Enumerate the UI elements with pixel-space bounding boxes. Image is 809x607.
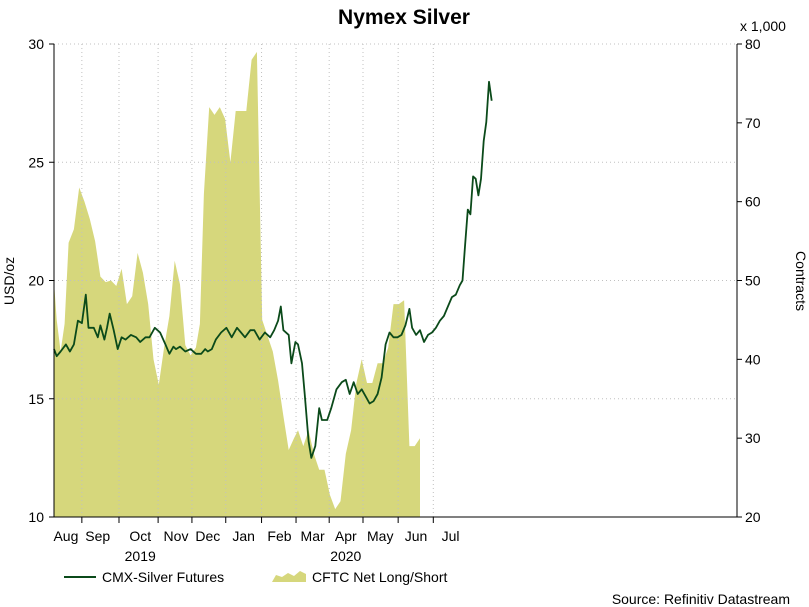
x-tick-label-month: Jun [405,528,428,544]
x-tick-label-month: May [367,528,393,544]
right-tick-label: 30 [745,430,761,446]
left-tick-label: 10 [28,509,44,525]
x-tick-label-month: Jul [442,528,460,544]
legend-label-cftc: CFTC Net Long/Short [312,569,447,585]
grid-layer [54,43,737,518]
x-tick-label-month: Sep [85,528,110,544]
left-axis-label: USD/oz [1,257,17,305]
left-tick-label: 25 [28,154,44,170]
right-axis-label: Contracts [793,251,809,311]
right-tick-label: 80 [745,36,761,52]
x-tick-label-year: 2019 [125,548,156,564]
silver-line-layer [53,80,493,459]
left-tick-label: 30 [28,36,44,52]
x-tick-label-year: 2020 [330,548,361,564]
chart-title: Nymex Silver [338,6,470,29]
right-axis-multiplier: x 1,000 [740,18,786,34]
x-tick-label-month: Mar [301,528,325,544]
right-tick-label: 60 [745,194,761,210]
x-tick-label-month: Nov [164,528,189,544]
legend-item-silver-futures: CMX-Silver Futures [64,569,224,585]
cftc-net-area [54,51,420,518]
cftc-area-layer [54,51,420,518]
silver-futures-line [53,80,493,459]
legend-area-swatch [272,571,306,582]
right-tick-label: 20 [745,509,761,525]
x-tick-label-month: Dec [195,528,220,544]
x-tick-label-month: Apr [335,528,357,544]
x-tick-label-month: Aug [53,528,78,544]
source-note: Source: Refinitiv Datastream [612,591,790,607]
legend-item-cftc: CFTC Net Long/Short [272,569,447,585]
right-tick-label: 70 [745,115,761,131]
left-tick-label: 20 [28,273,44,289]
x-tick-label-month: Feb [267,528,291,544]
x-tick-label-month: Oct [129,528,151,544]
legend: CMX-Silver Futures CFTC Net Long/Short [64,569,447,585]
x-tick-label-month: Jan [232,528,255,544]
right-tick-label: 50 [745,273,761,289]
left-tick-label: 15 [28,391,44,407]
right-tick-label: 40 [745,351,761,367]
legend-label-silver-futures: CMX-Silver Futures [102,569,224,585]
axis-layer: 10 15 20 25 30 20 30 40 50 60 70 80 Aug Sep Oct Nov Dec J… [28,36,760,564]
